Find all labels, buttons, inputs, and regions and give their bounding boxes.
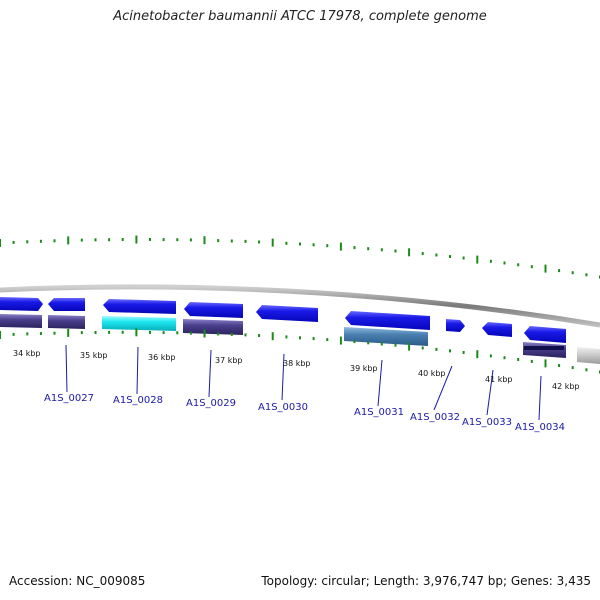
- genome-title: Acinetobacter baumannii ATCC 17978, comp…: [113, 9, 487, 24]
- scale-label: 35 kbp: [80, 351, 108, 360]
- gene-track: [0, 297, 566, 343]
- gene-label[interactable]: A1S_0031: [354, 407, 404, 418]
- gene-arrow[interactable]: [0, 297, 43, 311]
- scale-label: 37 kbp: [215, 356, 243, 365]
- cog-block-highlight: [524, 346, 564, 350]
- gene-arrow[interactable]: [345, 311, 430, 330]
- gene-label[interactable]: A1S_0033: [462, 417, 512, 428]
- gene-arrow[interactable]: [184, 302, 243, 318]
- cog-track: [0, 314, 600, 364]
- scale-label: 34 kbp: [13, 349, 41, 358]
- accession-label: Accession: NC_009085: [9, 574, 146, 588]
- gene-labels: A1S_0027 A1S_0028 A1S_0029 A1S_0030 A1S_…: [44, 393, 565, 433]
- scale-label: 36 kbp: [148, 353, 176, 362]
- gene-leaders: [65, 344, 542, 421]
- gene-arrow[interactable]: [482, 322, 512, 337]
- gene-arrow[interactable]: [256, 305, 318, 322]
- gene-label[interactable]: A1S_0034: [515, 422, 565, 433]
- cog-block[interactable]: [183, 319, 243, 335]
- scale-label: 40 kbp: [418, 369, 446, 378]
- gene-label[interactable]: A1S_0028: [113, 395, 163, 406]
- cog-block[interactable]: [344, 327, 428, 346]
- top-tick-track: [0, 235, 600, 279]
- cog-block[interactable]: [0, 314, 42, 328]
- gene-arrow[interactable]: [48, 298, 85, 311]
- gene-label[interactable]: A1S_0030: [258, 402, 308, 413]
- gene-label[interactable]: A1S_0029: [186, 398, 236, 409]
- gene-arrow[interactable]: [524, 326, 566, 343]
- scale-label: 38 kbp: [283, 359, 311, 368]
- scale-label: 39 kbp: [350, 364, 378, 373]
- genome-summary: Topology: circular; Length: 3,976,747 bp…: [261, 574, 591, 588]
- bottom-tick-track: [0, 328, 600, 374]
- scale-label: 42 kbp: [552, 382, 580, 391]
- genome-backbone: [0, 284, 600, 328]
- gene-label[interactable]: A1S_0032: [410, 412, 460, 423]
- cog-block[interactable]: [577, 347, 600, 364]
- gene-label[interactable]: A1S_0027: [44, 393, 94, 404]
- gene-arrow[interactable]: [446, 319, 465, 332]
- scale-label: 41 kbp: [485, 375, 513, 384]
- cog-block[interactable]: [48, 315, 85, 329]
- gene-arrow[interactable]: [103, 299, 176, 314]
- scale-labels: 34 kbp 35 kbp 36 kbp 37 kbp 38 kbp 39 kb…: [13, 349, 580, 391]
- cog-block[interactable]: [102, 316, 176, 331]
